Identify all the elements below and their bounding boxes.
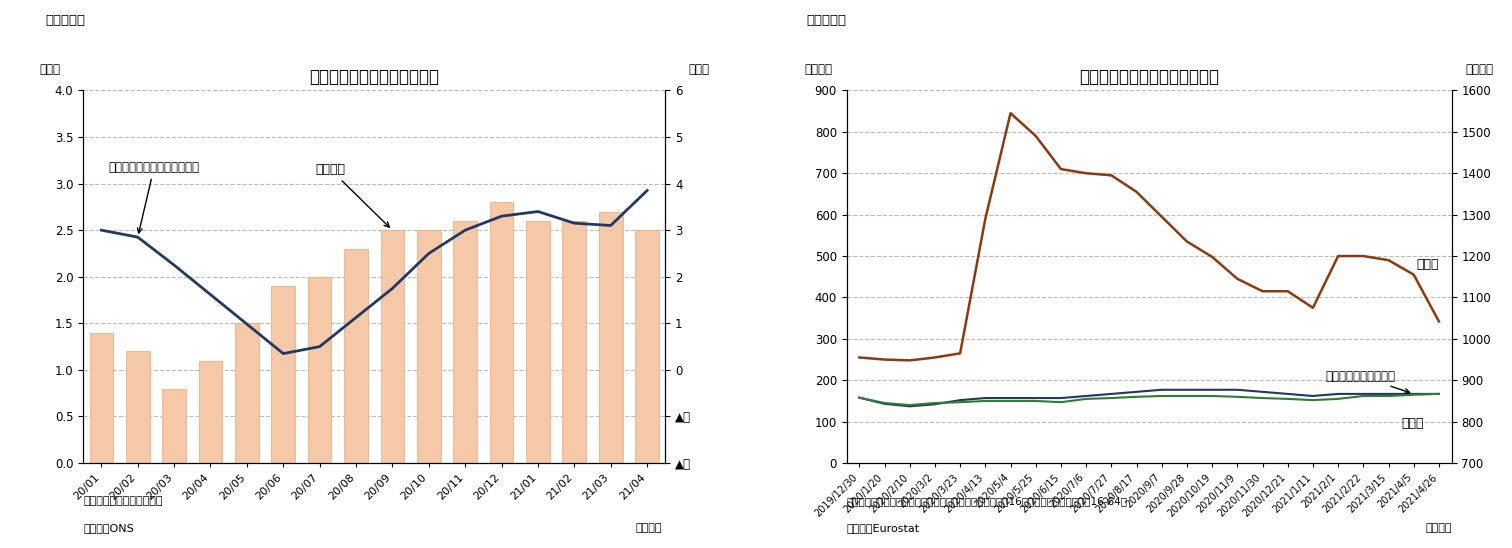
Bar [599,212,623,463]
Bar [89,333,113,463]
Text: （図表６）: （図表６） [806,14,845,27]
Title: 英国の賃金伸び率と構成効果: 英国の賃金伸び率と構成効果 [310,68,438,86]
Bar [417,230,440,463]
Text: 非労働力人口（右軸）: 非労働力人口（右軸） [1326,369,1409,393]
Bar [526,221,550,463]
Bar [490,202,514,463]
Bar [272,286,295,463]
Text: （％）: （％） [39,62,60,76]
Bar [234,323,259,463]
Text: 失業者: 失業者 [1402,417,1424,430]
Bar [198,361,222,463]
Text: 週当たり賃金伸び率（右軸）: 週当たり賃金伸び率（右軸） [109,161,200,233]
Text: （注）季節調整値の後方４週移動平均。休業者・失業者は16才以上、非労働力人口は16-64才: （注）季節調整値の後方４週移動平均。休業者・失業者は16才以上、非労働力人口は1… [847,496,1128,506]
Text: （資料）ONS: （資料）ONS [83,523,135,533]
Text: （万人）: （万人） [1465,62,1494,76]
Bar [345,249,367,463]
Text: （％）: （％） [688,62,709,76]
Text: 休業者: 休業者 [1417,258,1439,271]
Bar [308,277,331,463]
Text: （資料）Eurostat: （資料）Eurostat [847,523,919,533]
Text: （注）後方３か月移動平均: （注）後方３か月移動平均 [83,496,163,506]
Bar [454,221,476,463]
Bar [381,230,404,463]
Text: （万人）: （万人） [804,62,833,76]
Title: 英国の雇用統計（週次データ）: 英国の雇用統計（週次データ） [1080,68,1219,86]
Text: 構成効果: 構成効果 [316,163,389,227]
Text: （週次）: （週次） [1424,523,1452,533]
Bar [162,389,186,463]
Bar [635,230,659,463]
Bar [125,351,150,463]
Text: （図表５）: （図表５） [45,14,85,27]
Text: （月次）: （月次） [635,523,662,533]
Bar [562,221,587,463]
